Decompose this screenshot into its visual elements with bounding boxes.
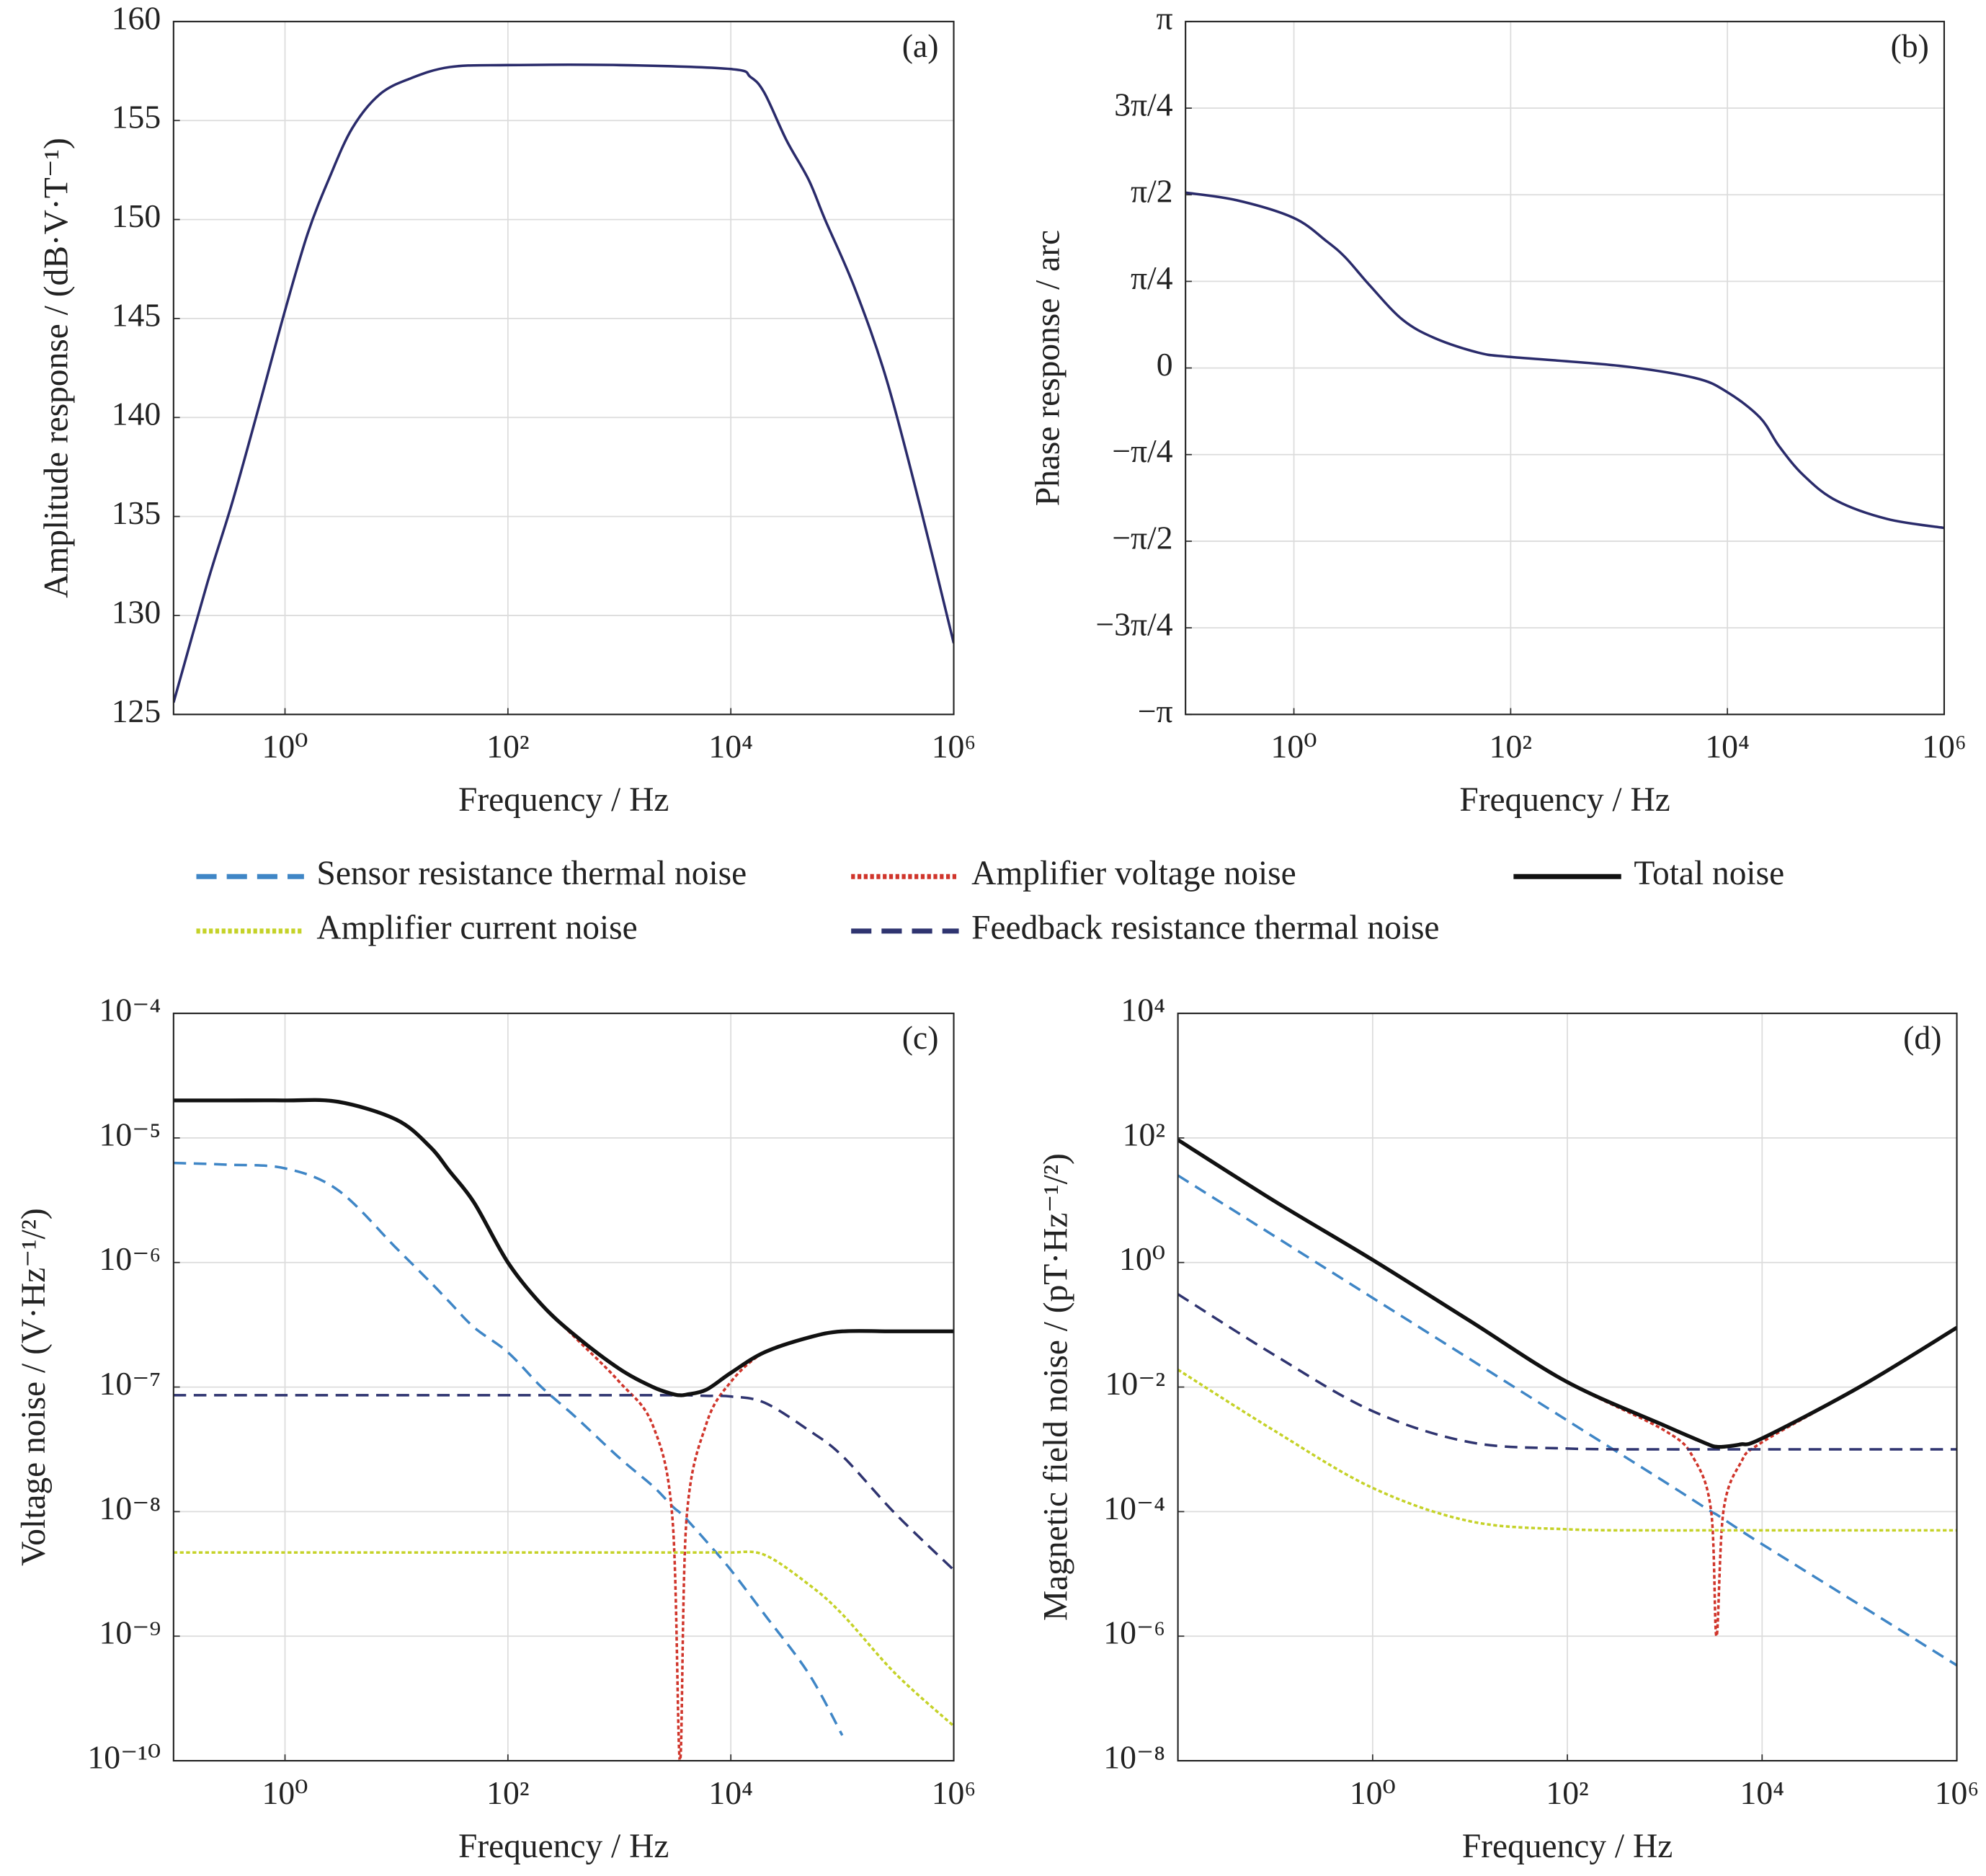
legend-label: Sensor resistance thermal noise	[316, 855, 747, 892]
y-tick-label: 10⁻⁶	[1103, 1614, 1165, 1651]
y-tick-label: 145	[112, 296, 161, 333]
y-tick-label: 10⁻⁹	[99, 1614, 161, 1651]
x-tick-label: 10⁴	[1740, 1774, 1784, 1811]
plot-frame	[172, 20, 955, 716]
y-tick-label: 10⁻²	[1105, 1365, 1166, 1402]
x-tick-label: 10⁶	[1922, 728, 1967, 765]
series-line	[173, 1098, 954, 1397]
legend-label: Feedback resistance thermal noise	[971, 910, 1439, 947]
panel-label: (c)	[902, 1019, 939, 1056]
panel: 10⁻⁸ 10⁻⁶ 10⁻⁴ 10⁻² 10⁰ 10² 10⁴ 10⁰ 10² 10⁴ 10⁶ (d)…	[1037, 992, 1979, 1865]
series-line	[173, 1161, 844, 1736]
x-tick-label: 10⁰	[1271, 728, 1317, 765]
x-tick-label: 10⁴	[1705, 728, 1750, 765]
panel: 125 130 135 140 145 150 155 160 10⁰ 10² 10⁴ 10⁶ (a) F…	[38, 0, 976, 819]
y-tick-label: 10⁻⁴	[1103, 1490, 1165, 1526]
y-tick-label: 10²	[1123, 1116, 1165, 1152]
y-axis-title: Phase response / arc	[1030, 230, 1067, 506]
legend-label: Amplifier current noise	[316, 910, 637, 947]
x-axis-title: Frequency / Hz	[458, 781, 669, 819]
y-tick-label: 10⁻⁶	[99, 1240, 161, 1277]
series-line	[173, 1394, 954, 1571]
y-tick-label: 130	[112, 593, 161, 630]
x-tick-label: 10⁰	[262, 728, 308, 765]
x-tick-label: 10⁶	[932, 728, 976, 765]
y-tick-label: −3π/4	[1095, 606, 1172, 643]
y-tick-label: 10⁻⁴	[99, 992, 161, 1028]
y-tick-label: −π/2	[1112, 519, 1172, 556]
y-tick-label: π	[1157, 0, 1173, 36]
y-tick-label: 0	[1157, 346, 1173, 383]
x-tick-label: 10²	[1546, 1774, 1588, 1811]
x-tick-label: 10⁶	[932, 1774, 976, 1811]
y-tick-label: π/4	[1131, 259, 1173, 296]
x-tick-label: 10²	[486, 728, 529, 765]
x-tick-label: 10⁰	[1350, 1774, 1396, 1811]
y-tick-label: 3π/4	[1114, 86, 1173, 123]
y-axis-title: Voltage noise / (V·Hz⁻¹/²)	[15, 1208, 53, 1566]
panel-label: (d)	[1903, 1019, 1941, 1056]
series-line	[173, 1550, 954, 1728]
y-axis-title: Magnetic field noise / (pT·Hz⁻¹/²)	[1037, 1153, 1074, 1621]
y-tick-label: 10⁻⁷	[99, 1365, 161, 1402]
y-tick-label: −π	[1138, 693, 1173, 729]
y-tick-label: π/2	[1131, 173, 1173, 210]
y-tick-label: 10⁻⁸	[99, 1490, 161, 1526]
legend-label: Amplifier voltage noise	[971, 855, 1296, 892]
x-tick-label: 10⁴	[708, 728, 753, 765]
y-tick-label: 155	[112, 99, 161, 135]
x-tick-label: 10²	[486, 1774, 529, 1811]
y-tick-label: 10⁻⁵	[99, 1116, 161, 1152]
series-line	[173, 63, 954, 703]
panel-label: (a)	[902, 27, 939, 64]
x-axis-title: Frequency / Hz	[1459, 781, 1670, 819]
panel-label: (b)	[1891, 27, 1929, 64]
x-axis-title: Frequency / Hz	[1462, 1828, 1673, 1865]
y-tick-label: 10⁰	[1119, 1240, 1165, 1277]
y-tick-label: 10⁻¹⁰	[87, 1739, 161, 1776]
y-tick-label: −π/4	[1112, 432, 1173, 469]
y-tick-label: 125	[112, 693, 161, 729]
y-axis-title: Amplitude response / (dB·V·T⁻¹)	[38, 138, 76, 598]
series-line	[1185, 191, 1944, 530]
series-line	[173, 1098, 954, 1761]
y-tick-label: 10⁴	[1121, 992, 1165, 1028]
y-tick-label: 150	[112, 197, 161, 234]
plot-frame	[1177, 1013, 1958, 1762]
y-tick-label: 135	[112, 494, 161, 531]
panel: 10⁻¹⁰ 10⁻⁹ 10⁻⁸ 10⁻⁷ 10⁻⁶ 10⁻⁵ 10⁻⁴ 10⁰ 10² 10⁴ 10…	[15, 992, 976, 1865]
plot-frame	[1185, 20, 1946, 716]
y-tick-label: 10⁻⁸	[1103, 1739, 1165, 1776]
x-tick-label: 10⁰	[262, 1774, 308, 1811]
y-tick-label: 140	[112, 396, 161, 432]
legend: Sensor resistance thermal noise Amplifier…	[196, 855, 1784, 947]
legend-label: Total noise	[1634, 855, 1784, 892]
series-line	[1177, 1368, 1957, 1532]
x-axis-title: Frequency / Hz	[458, 1828, 669, 1865]
series-line	[1177, 1293, 1957, 1451]
x-tick-label: 10²	[1490, 728, 1532, 765]
plot-frame	[172, 1013, 955, 1762]
panel: −π −3π/4 −π/2 −π/4 0 π/4 π/2 3π/4 π 10⁰ 10² 10⁴ 10⁶ (…	[1030, 0, 1967, 819]
y-tick-label: 160	[112, 0, 161, 36]
x-tick-label: 10⁴	[708, 1774, 753, 1811]
plot-area	[173, 21, 954, 715]
x-tick-label: 10⁶	[1935, 1774, 1980, 1811]
series-line	[1177, 1174, 1957, 1667]
series-line	[1177, 1138, 1957, 1449]
